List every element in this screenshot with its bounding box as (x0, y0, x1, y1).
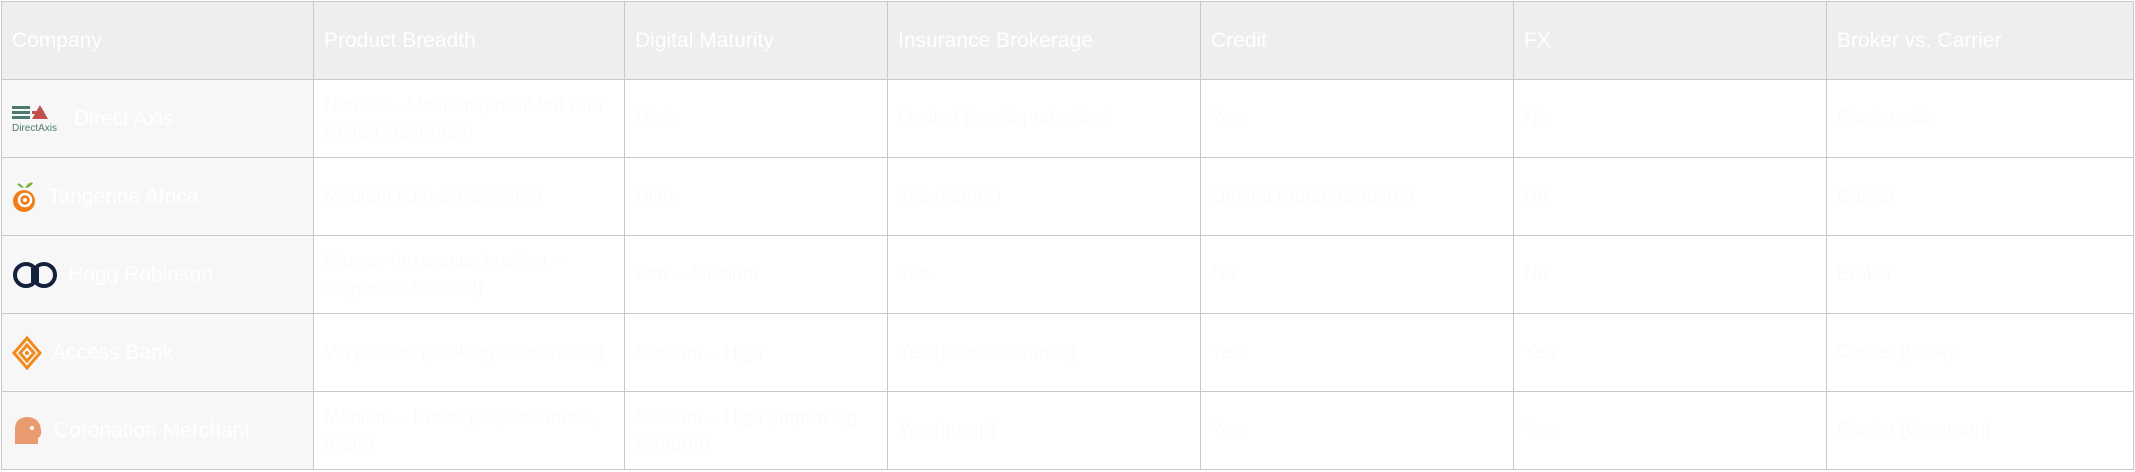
cell-product-breadth: Very broad (banking + insurance) (313, 313, 625, 392)
cell-insurance-brokerage: Yes (group) (887, 391, 1201, 470)
company-name: Coronation Merchant (54, 419, 251, 442)
cell-digital-maturity: High (624, 79, 888, 158)
coronation-logo (12, 414, 44, 448)
svg-text:DirectAxis: DirectAxis (12, 123, 57, 134)
company-cell: DirectAxis Direct Axis (1, 79, 314, 158)
cell-broker-vs-carrier: Carrier (1826, 157, 2134, 236)
cell-fx: Yes (1513, 391, 1827, 470)
cell-insurance-brokerage: Yes (bancassurance) (887, 313, 1201, 392)
access-bank-logo (12, 334, 42, 372)
cell-credit: Limited (personal loans) (1200, 157, 1514, 236)
cell-digital-maturity: High (624, 157, 888, 236)
company-name: Direct Axis (74, 107, 174, 130)
company-name: Tangerine Africa (48, 185, 199, 208)
cell-digital-maturity: Medium – High (improving platform) (624, 391, 888, 470)
cell-insurance-brokerage: Limited (credit protection) (887, 79, 1201, 158)
company-cell: Tangerine Africa (1, 157, 314, 236)
header-row: Company Product Breadth Digital Maturity… (1, 1, 2134, 80)
cell-product-breadth: Narrow (insurance broking – corporate-fo… (313, 235, 625, 314)
cell-product-breadth: Medium (Life & Pensions) (313, 157, 625, 236)
company-cell: Access Bank (1, 313, 314, 392)
table-row: Access Bank Very broad (banking + insuran… (1, 313, 2134, 392)
company-cell: Coronation Merchant (1, 391, 314, 470)
cell-fx: No (1513, 79, 1827, 158)
cell-fx: No (1513, 235, 1827, 314)
table-row: Tangerine Africa Medium (Life & Pensions)… (1, 157, 2134, 236)
cell-broker-vs-carrier: Carrier (via group) (1826, 391, 2134, 470)
header-insurance-brokerage: Insurance Brokerage (887, 1, 1201, 80)
cell-credit: Yes (1200, 313, 1514, 392)
cell-credit: Yes (1200, 79, 1514, 158)
cell-fx: No (1513, 157, 1827, 236)
company-name: Hogg Robinson (68, 263, 213, 286)
company-cell: Hogg Robinson (1, 235, 314, 314)
cell-credit: Yes (1200, 391, 1514, 470)
header-credit: Credit (1200, 1, 1514, 80)
cell-digital-maturity: Low – Medium (624, 235, 888, 314)
directaxis-logo: DirectAxis (12, 104, 64, 134)
header-product-breadth: Product Breadth (313, 1, 625, 80)
cell-credit: No (1200, 235, 1514, 314)
table-row: DirectAxis Direct Axis Narrow – Medium (cr… (1, 79, 2134, 158)
header-broker-vs-carrier: Broker vs. Carrier (1826, 1, 2134, 80)
table-row: Hogg Robinson Narrow (insurance broking –… (1, 235, 2134, 314)
cell-digital-maturity: Medium – High (624, 313, 888, 392)
company-name: Access Bank (52, 341, 174, 364)
cell-product-breadth: Narrow – Medium (credit-led with limited… (313, 79, 625, 158)
table-row: Coronation Merchant Medium – Broad (FX, i… (1, 391, 2134, 470)
cell-broker-vs-carrier: Carrier-side (1826, 79, 2134, 158)
header-digital-maturity: Digital Maturity (624, 1, 888, 80)
header-fx: FX (1513, 1, 1827, 80)
cell-fx: Yes (1513, 313, 1827, 392)
header-company: Company (1, 1, 314, 80)
hogg-robinson-logo (12, 261, 58, 289)
cell-broker-vs-carrier: Carrier (bank) (1826, 313, 2134, 392)
cell-insurance-brokerage: Yes (carrier) (887, 157, 1201, 236)
cell-broker-vs-carrier: Broker (1826, 235, 2134, 314)
cell-product-breadth: Medium – Broad (FX, insurance, trade) (313, 391, 625, 470)
tangerine-logo (12, 180, 38, 214)
cell-insurance-brokerage: Yes (887, 235, 1201, 314)
